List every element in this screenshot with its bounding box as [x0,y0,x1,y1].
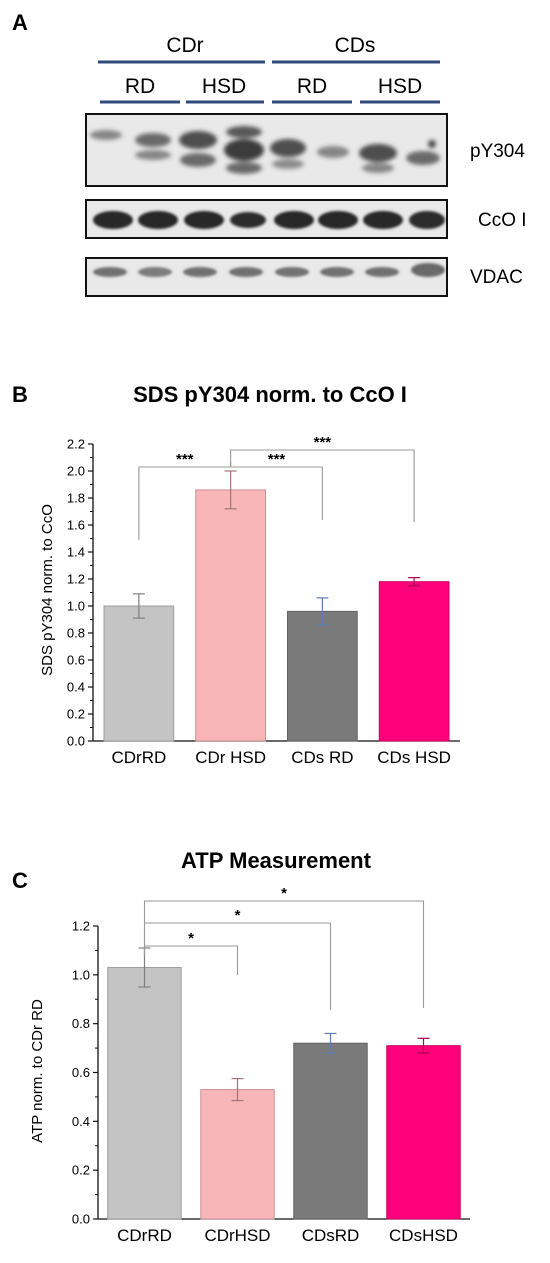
chart-c-significance-label: * [188,930,194,947]
chart-b-y-tick-label: 0.8 [67,626,85,641]
chart-b-y-tick-label: 0.0 [67,734,85,749]
blot-strip-cco1 [85,199,448,239]
chart-b-title: SDS pY304 norm. to CcO I [133,382,407,407]
chart-b-significance-bracket [230,449,415,522]
chart-b-y-tick-label: 0.6 [67,653,85,668]
chart-b-y-axis-label: SDS pY304 norm. to CcO [39,504,56,676]
chart-c-y-tick-label: 1.0 [72,967,90,982]
chart-c-bar [107,967,182,1220]
panel-label-c: C [12,868,28,893]
chart-b-y-tick-label: 1.8 [67,491,85,506]
chart-b-y-tick-label: 1.4 [67,545,85,560]
chart-b-significance-label: *** [268,451,286,468]
blot-sub-label-2: HSD [202,75,246,98]
chart-c-plot: 0.0 0.2 0.4 0.6 0.8 1.0 1.2 CDrRD CDrHSD CDsRD CDs… [72,885,470,1245]
chart-c-y-axis-label: ATP norm. to CDr RD [29,999,46,1143]
chart-c-y-tick-label: 0.8 [72,1016,90,1031]
chart-b-y-tick-label: 0.2 [67,707,85,722]
blot-group-label-cdr: CDr [166,34,203,57]
chart-b-y-tick-label: 2.0 [67,464,85,479]
chart-b-y-tick-label: 1.2 [67,572,85,587]
western-blot: CDr CDs RD HSD RD HSD [85,34,527,297]
chart-c-category-label: CDsHSD [389,1226,458,1245]
chart-b-category-label: CDs RD [291,748,353,767]
chart-b-category-label: CDs HSD [377,748,451,767]
chart-c-y-tick-label: 0.0 [72,1212,90,1227]
chart-b-bar [195,489,266,742]
blot-row-label-cco1: CcO I [478,210,527,231]
blot-row-label-py304: pY304 [470,141,525,162]
blot-sub-label-3: RD [297,75,327,98]
blot-sub-label-1: RD [125,75,155,98]
blot-strip-py304 [85,113,448,187]
chart-c-y-tick-label: 0.2 [72,1163,90,1178]
chart-c-category-label: CDsRD [302,1226,360,1245]
panel-label-a: A [12,10,28,35]
chart-b-bar [103,605,175,742]
blot-row-label-vdac: VDAC [470,267,523,288]
chart-b-significance-label: *** [314,434,332,451]
panel-label-b: B [12,382,28,407]
blot-group-label-cds: CDs [335,34,376,57]
blot-strip-vdac [85,257,448,297]
chart-c-category-label: CDrHSD [204,1226,270,1245]
chart-c-significance-bracket [143,900,425,1008]
chart-b-y-tick-label: 1.6 [67,518,85,533]
chart-c-bar [293,1042,368,1220]
chart-c-significance-label: * [281,885,287,902]
chart-c-title: ATP Measurement [181,848,372,873]
chart-c-bar [386,1045,461,1220]
chart-b-bar [378,581,450,742]
chart-b-significance-bracket [230,462,323,520]
chart-b-plot: 0.0 0.2 0.4 0.6 0.8 1.0 1.2 1.4 1.6 1.8 2.0 2.2 CDrR… [67,434,460,767]
chart-c-bar [200,1089,275,1220]
chart-c-y-tick-label: 0.4 [72,1114,90,1129]
blot-sub-label-4: HSD [378,75,422,98]
chart-b-significance-label: *** [176,451,194,468]
chart-b-category-label: CDrRD [111,748,166,767]
chart-b-bar [287,610,358,742]
chart-c-y-tick-label: 0.6 [72,1065,90,1080]
chart-b-y-tick-label: 1.0 [67,599,85,614]
chart-b-category-label: CDr HSD [195,748,266,767]
chart-c-category-label: CDrRD [117,1226,172,1245]
chart-b-y-tick-label: 2.2 [67,437,85,452]
chart-b-y-tick-label: 0.4 [67,680,85,695]
chart-c-y-tick-label: 1.2 [72,919,90,934]
chart-c-significance-label: * [235,907,241,924]
